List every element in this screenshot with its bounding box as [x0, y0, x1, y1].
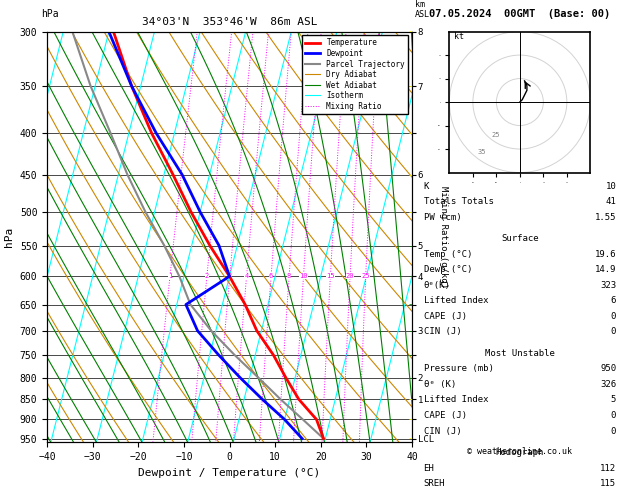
- Text: 1: 1: [168, 273, 172, 279]
- Text: 41: 41: [606, 197, 616, 206]
- Text: 2: 2: [205, 273, 209, 279]
- Text: K: K: [423, 182, 429, 191]
- Y-axis label: Mixing Ratio (g/kg): Mixing Ratio (g/kg): [438, 186, 448, 288]
- Text: -: -: [409, 241, 413, 251]
- Text: 115: 115: [600, 479, 616, 486]
- Text: 323: 323: [600, 281, 616, 290]
- Text: CAPE (J): CAPE (J): [423, 312, 467, 321]
- Text: Hodograph: Hodograph: [496, 448, 544, 457]
- Text: -: -: [409, 434, 413, 444]
- Text: 0: 0: [611, 312, 616, 321]
- Text: -: -: [409, 415, 413, 424]
- Text: -: -: [409, 350, 413, 360]
- Text: hPa: hPa: [41, 9, 58, 19]
- Text: 10: 10: [299, 273, 308, 279]
- Y-axis label: hPa: hPa: [4, 227, 14, 247]
- Text: 35: 35: [477, 149, 486, 155]
- Text: PW (cm): PW (cm): [423, 213, 461, 222]
- Text: Lifted Index: Lifted Index: [423, 296, 488, 305]
- Legend: Temperature, Dewpoint, Parcel Trajectory, Dry Adiabat, Wet Adiabat, Isotherm, Mi: Temperature, Dewpoint, Parcel Trajectory…: [302, 35, 408, 114]
- Text: Lifted Index: Lifted Index: [423, 396, 488, 404]
- Text: CIN (J): CIN (J): [423, 427, 461, 435]
- Text: 326: 326: [600, 380, 616, 389]
- Text: -: -: [409, 81, 413, 91]
- Text: 0: 0: [611, 427, 616, 435]
- Text: Dewp (°C): Dewp (°C): [423, 265, 472, 274]
- Text: Surface: Surface: [501, 234, 538, 243]
- Text: CIN (J): CIN (J): [423, 328, 461, 336]
- Text: SREH: SREH: [423, 479, 445, 486]
- Text: 34°03'N  353°46'W  86m ASL: 34°03'N 353°46'W 86m ASL: [142, 17, 318, 27]
- Text: 07.05.2024  00GMT  (Base: 00): 07.05.2024 00GMT (Base: 00): [429, 9, 611, 19]
- Text: 19.6: 19.6: [594, 250, 616, 259]
- Text: θᵉ (K): θᵉ (K): [423, 380, 456, 389]
- Text: 3: 3: [228, 273, 232, 279]
- Text: 8: 8: [287, 273, 291, 279]
- Text: -: -: [409, 299, 413, 310]
- Text: -: -: [409, 326, 413, 336]
- Text: -: -: [409, 373, 413, 383]
- Text: Pressure (mb): Pressure (mb): [423, 364, 493, 373]
- Text: -: -: [409, 271, 413, 281]
- Text: Most Unstable: Most Unstable: [485, 349, 555, 358]
- Text: -: -: [409, 207, 413, 217]
- Text: 950: 950: [600, 364, 616, 373]
- Text: 6: 6: [611, 296, 616, 305]
- Text: 0: 0: [611, 411, 616, 420]
- X-axis label: Dewpoint / Temperature (°C): Dewpoint / Temperature (°C): [138, 468, 321, 478]
- Text: 20: 20: [346, 273, 354, 279]
- Text: km
ASL: km ASL: [415, 0, 430, 19]
- Text: 112: 112: [600, 464, 616, 472]
- Text: 14.9: 14.9: [594, 265, 616, 274]
- Text: 15: 15: [326, 273, 335, 279]
- Text: 4: 4: [245, 273, 248, 279]
- Text: Totals Totals: Totals Totals: [423, 197, 493, 206]
- Text: CAPE (J): CAPE (J): [423, 411, 467, 420]
- Text: 25: 25: [362, 273, 370, 279]
- Text: θᵉ(K): θᵉ(K): [423, 281, 450, 290]
- Text: 1.55: 1.55: [594, 213, 616, 222]
- Text: 0: 0: [611, 328, 616, 336]
- Text: -: -: [409, 27, 413, 36]
- Text: -: -: [409, 170, 413, 180]
- Text: 25: 25: [492, 132, 500, 139]
- Text: EH: EH: [423, 464, 434, 472]
- Text: © weatheronline.co.uk: © weatheronline.co.uk: [467, 447, 572, 456]
- Text: 10: 10: [606, 182, 616, 191]
- Text: 6: 6: [269, 273, 273, 279]
- Text: -: -: [409, 128, 413, 138]
- Text: kt: kt: [454, 32, 464, 41]
- Text: -: -: [409, 394, 413, 404]
- Text: Temp (°C): Temp (°C): [423, 250, 472, 259]
- Text: 5: 5: [611, 396, 616, 404]
